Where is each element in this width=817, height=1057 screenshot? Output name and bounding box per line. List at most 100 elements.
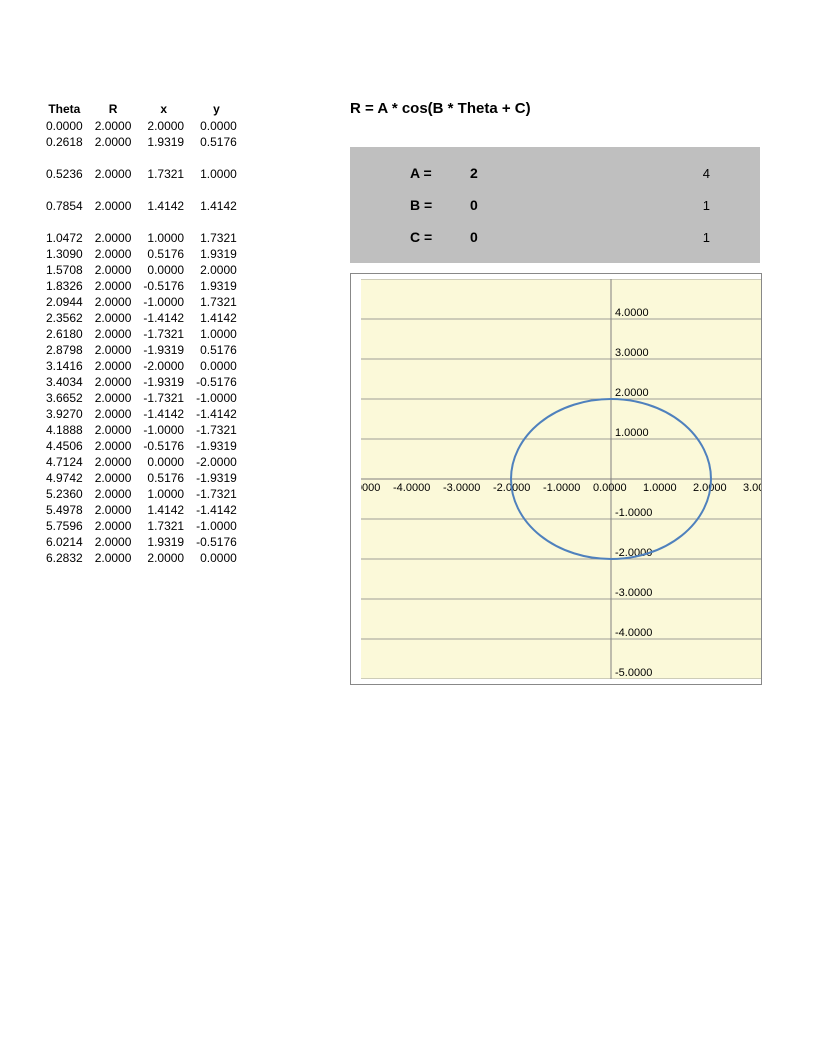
table-row	[40, 214, 243, 230]
svg-text:1.0000: 1.0000	[643, 482, 677, 494]
col-r: R	[89, 100, 138, 118]
table-row: 5.75962.00001.7321-1.0000	[40, 518, 243, 534]
table-row: 3.14162.0000-2.00000.0000	[40, 358, 243, 374]
table-cell: 1.7321	[190, 230, 243, 246]
table-cell: 0.0000	[190, 358, 243, 374]
table-cell: -1.7321	[190, 422, 243, 438]
plot-area: -5.0000-4.0000-3.0000-2.0000-1.00001.000…	[361, 279, 761, 679]
table-cell: -1.7321	[137, 390, 190, 406]
table-cell: -1.0000	[190, 518, 243, 534]
table-row: 5.23602.00001.0000-1.7321	[40, 486, 243, 502]
param-label: A =	[370, 165, 470, 181]
col-x: x	[137, 100, 190, 118]
table-cell: 2.0000	[89, 550, 138, 566]
table-cell: 2.0944	[40, 294, 89, 310]
table-row: 6.28322.00002.00000.0000	[40, 550, 243, 566]
table-cell: -1.9319	[137, 342, 190, 358]
svg-text:3.0000: 3.0000	[615, 347, 649, 359]
table-cell: 2.0000	[89, 454, 138, 470]
table-cell: 0.0000	[137, 262, 190, 278]
param-alt: 1	[530, 230, 740, 245]
table-cell: 4.1888	[40, 422, 89, 438]
table-cell: 0.0000	[137, 454, 190, 470]
svg-text:-1.0000: -1.0000	[543, 482, 580, 494]
table-cell: -1.4142	[137, 310, 190, 326]
svg-text:-3.0000: -3.0000	[615, 587, 652, 599]
table-cell: -1.4142	[190, 502, 243, 518]
param-alt: 1	[530, 198, 740, 213]
table-cell: 2.0000	[89, 230, 138, 246]
table-cell: -1.4142	[137, 406, 190, 422]
table-cell: -2.0000	[137, 358, 190, 374]
table-cell: 2.0000	[137, 550, 190, 566]
table-cell: 2.0000	[89, 326, 138, 342]
table-cell: 2.0000	[89, 390, 138, 406]
table-cell: 0.7854	[40, 198, 89, 214]
table-cell: 0.5236	[40, 166, 89, 182]
table-cell: 3.4034	[40, 374, 89, 390]
table-cell: 6.2832	[40, 550, 89, 566]
table-cell: 2.0000	[89, 246, 138, 262]
chart-box: -5.0000-4.0000-3.0000-2.0000-1.00001.000…	[350, 273, 762, 685]
table-cell: 4.4506	[40, 438, 89, 454]
table-cell: 1.0472	[40, 230, 89, 246]
table-cell: 5.2360	[40, 486, 89, 502]
table-row: 4.45062.0000-0.5176-1.9319	[40, 438, 243, 454]
param-value[interactable]: 2	[470, 165, 530, 181]
table-cell: 2.6180	[40, 326, 89, 342]
table-cell: 2.0000	[89, 470, 138, 486]
param-value[interactable]: 0	[470, 197, 530, 213]
svg-text:2.0000: 2.0000	[615, 387, 649, 399]
param-alt: 4	[530, 166, 740, 181]
table-cell: 0.0000	[190, 118, 243, 134]
param-value[interactable]: 0	[470, 229, 530, 245]
table-row: 4.18882.0000-1.0000-1.7321	[40, 422, 243, 438]
table-cell: 2.0000	[89, 406, 138, 422]
table-cell: 2.0000	[89, 134, 138, 150]
table-cell: 5.7596	[40, 518, 89, 534]
table-cell: 2.0000	[89, 486, 138, 502]
data-table: Theta R x y 0.00002.00002.00000.00000.26…	[40, 100, 243, 566]
table-row: 0.52362.00001.73211.0000	[40, 166, 243, 182]
table-cell: 2.0000	[89, 358, 138, 374]
table-row: 1.30902.00000.51761.9319	[40, 246, 243, 262]
table-cell: 0.5176	[137, 246, 190, 262]
table-cell: 2.8798	[40, 342, 89, 358]
table-cell: -0.5176	[137, 278, 190, 294]
table-cell: 1.9319	[190, 246, 243, 262]
table-row	[40, 182, 243, 198]
table-cell: -2.0000	[190, 454, 243, 470]
table-cell: -1.0000	[137, 294, 190, 310]
table-row: 0.00002.00002.00000.0000	[40, 118, 243, 134]
table-cell: 0.5176	[190, 134, 243, 150]
table-cell: 3.1416	[40, 358, 89, 374]
table-cell: 4.7124	[40, 454, 89, 470]
table-cell: -1.0000	[137, 422, 190, 438]
table-cell: -0.5176	[190, 534, 243, 550]
col-theta: Theta	[40, 100, 89, 118]
table-cell: 2.3562	[40, 310, 89, 326]
table-cell: 1.9319	[137, 534, 190, 550]
table-cell: 1.8326	[40, 278, 89, 294]
table-cell: 0.2618	[40, 134, 89, 150]
table-cell: 0.5176	[190, 342, 243, 358]
table-cell: 5.4978	[40, 502, 89, 518]
table-cell: 4.9742	[40, 470, 89, 486]
table-cell: 1.0000	[137, 486, 190, 502]
table-cell: 1.7321	[137, 518, 190, 534]
table-cell: -1.7321	[190, 486, 243, 502]
table-row: 5.49782.00001.4142-1.4142	[40, 502, 243, 518]
table-cell: -1.9319	[190, 470, 243, 486]
table-cell: -1.7321	[137, 326, 190, 342]
table-row: 4.97422.00000.5176-1.9319	[40, 470, 243, 486]
table-cell: 2.0000	[89, 118, 138, 134]
table-row: 1.04722.00001.00001.7321	[40, 230, 243, 246]
table-cell: -1.9319	[137, 374, 190, 390]
table-cell: 2.0000	[89, 198, 138, 214]
table-cell: 2.0000	[89, 310, 138, 326]
table-cell: 2.0000	[190, 262, 243, 278]
table-cell: -0.5176	[137, 438, 190, 454]
table-cell: 0.5176	[137, 470, 190, 486]
table-cell: 2.0000	[89, 262, 138, 278]
table-row: 6.02142.00001.9319-0.5176	[40, 534, 243, 550]
